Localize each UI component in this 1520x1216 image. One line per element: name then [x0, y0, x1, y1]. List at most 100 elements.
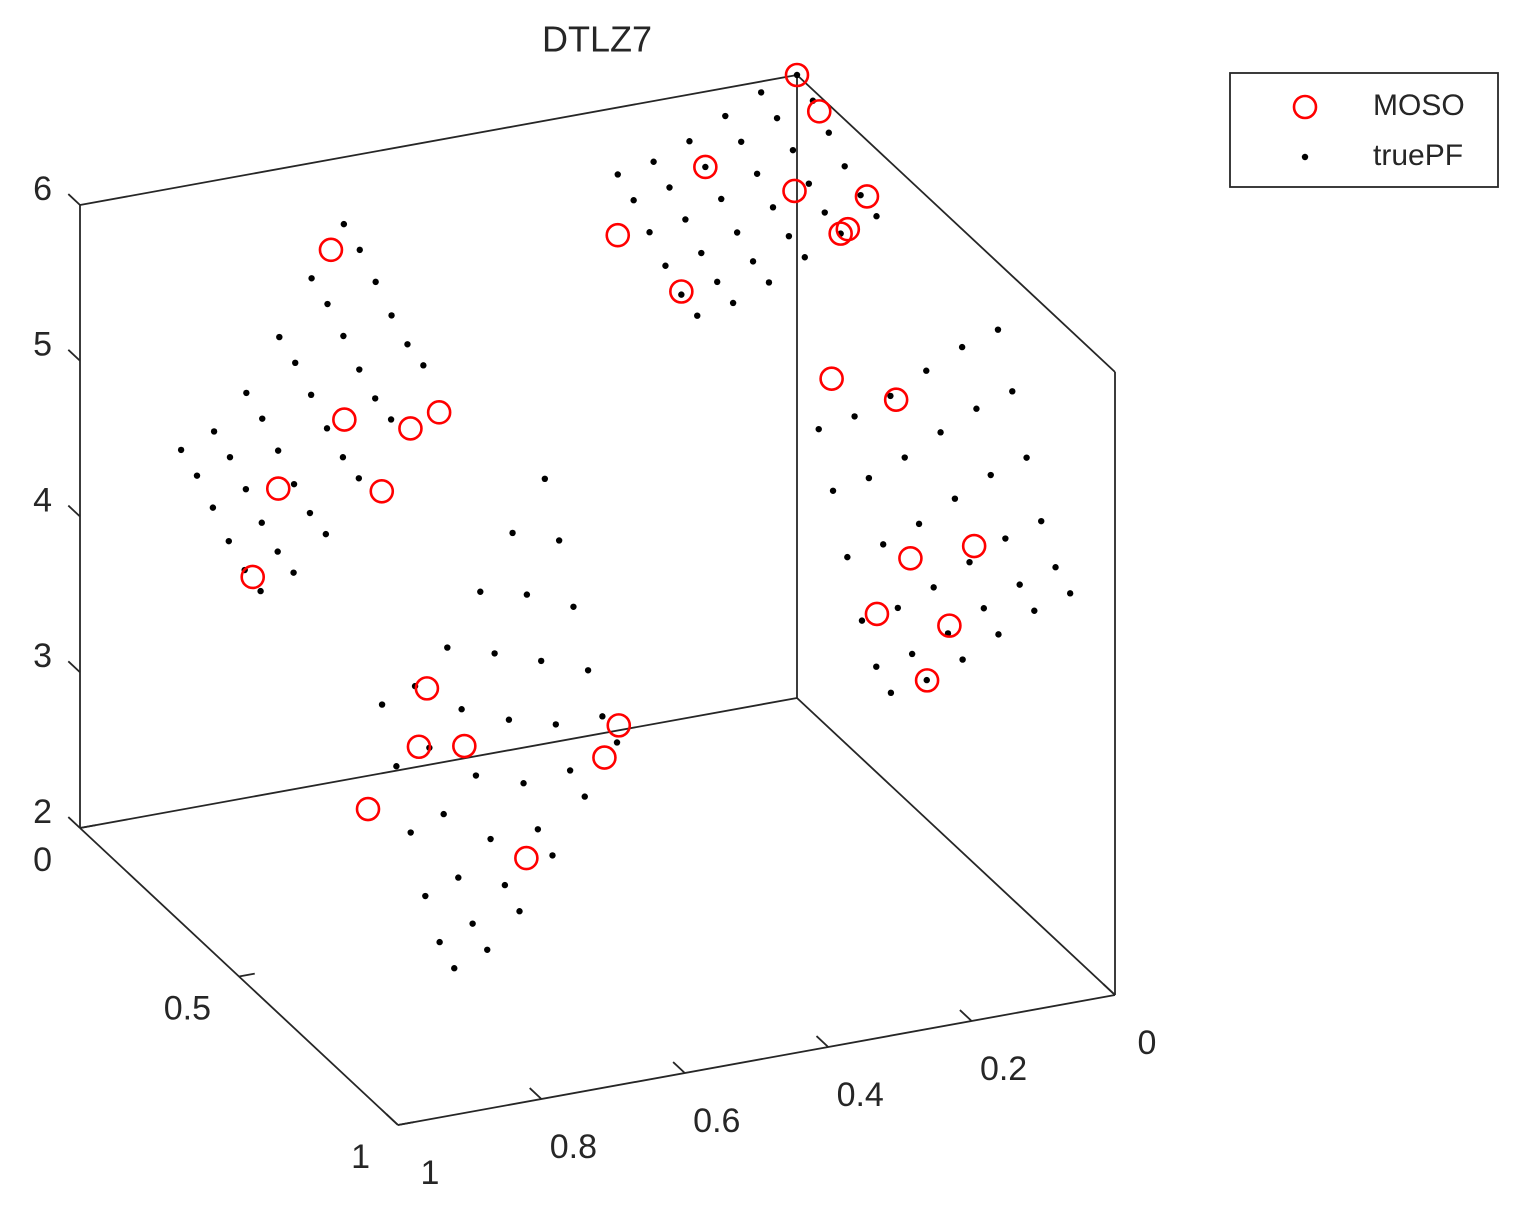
pf-point [785, 232, 793, 240]
pf-point [242, 485, 250, 493]
pf-point [523, 591, 531, 598]
pf-point [225, 537, 232, 545]
chart-title: DTLZ7 [542, 19, 652, 60]
pf-point [793, 71, 801, 79]
pf-point [738, 138, 745, 145]
x-tick [1102, 983, 1116, 996]
solution-point [937, 613, 962, 638]
pf-point [378, 701, 386, 708]
pf-point [458, 706, 465, 713]
pf-point [958, 343, 966, 351]
solution-point [414, 676, 440, 701]
pf-point [994, 326, 1002, 333]
legend-label: MOSO [1373, 89, 1465, 122]
solution-point [693, 154, 718, 180]
pf-point [765, 279, 773, 286]
pf-point [226, 454, 234, 461]
x-tick-label: 0.2 [980, 1050, 1027, 1088]
y-tick [397, 1121, 414, 1126]
pf-point [714, 278, 721, 286]
pf-point [959, 656, 966, 663]
solution-point [426, 400, 452, 425]
pf-point [879, 541, 887, 548]
pf-point [966, 558, 973, 566]
pf-point [733, 229, 741, 236]
x-tick-label: 0.4 [837, 1076, 884, 1114]
pf-point [555, 537, 563, 544]
pf-point [477, 588, 484, 595]
pf-point [662, 262, 669, 269]
pf-point [356, 246, 363, 254]
legend-box [1229, 72, 1499, 188]
z-tick [67, 193, 81, 206]
pf-point [290, 480, 298, 488]
pf-point [520, 780, 527, 787]
solution-point [864, 601, 890, 627]
axis-edge [79, 74, 798, 206]
pf-point [887, 689, 895, 697]
pf-point [686, 138, 693, 145]
axis-edge [397, 994, 1116, 1126]
pf-point [1066, 590, 1074, 597]
pf-point [1038, 517, 1045, 525]
pf-point [440, 810, 447, 818]
solution-point [914, 668, 940, 693]
solution-point [592, 745, 617, 770]
pf-point [552, 721, 560, 728]
pf-point [491, 650, 498, 657]
solution-point [883, 387, 909, 412]
pf-point [789, 146, 797, 154]
pf-point [323, 425, 331, 432]
y-tick-label: 1 [351, 1138, 370, 1176]
y-tick [238, 972, 255, 978]
pf-point [987, 471, 994, 479]
pf-point [257, 587, 264, 595]
x-tick-label: 0.6 [693, 1102, 740, 1140]
pf-point [1023, 454, 1030, 461]
pf-point [858, 617, 866, 624]
pf-point [749, 258, 757, 265]
pf-point [339, 454, 347, 461]
pf-point [678, 291, 685, 298]
pf-point [829, 487, 837, 494]
pf-point [901, 454, 908, 461]
pf-point [541, 475, 549, 483]
x-tick-label: 0 [1138, 1024, 1157, 1062]
pf-point [1031, 607, 1038, 614]
solution-point [819, 366, 844, 391]
pf-point [682, 216, 689, 223]
ticks: 0 0.2 0.4 0.6 0.8 1 0 0.5 1 2 3 4 5 6 [33, 170, 1156, 1192]
pf-point [388, 312, 395, 319]
pf-point [355, 475, 363, 482]
y-tick-label: 0 [33, 841, 52, 879]
z-tick [67, 816, 81, 829]
pf-point [581, 793, 588, 800]
pf-point [451, 965, 458, 972]
pf-point [444, 644, 451, 651]
pf-point [509, 529, 516, 537]
pf-point [243, 389, 250, 397]
solution-point [854, 184, 880, 209]
pf-point [801, 254, 808, 261]
solution-point [835, 216, 861, 242]
pf-point [308, 275, 315, 282]
pf-point [274, 548, 281, 555]
solution-point [961, 533, 987, 559]
solution-point [806, 99, 832, 124]
legend-marker [1292, 94, 1318, 120]
pf-point [821, 209, 828, 216]
pf-point [570, 603, 577, 610]
pf-point [757, 89, 765, 96]
pf-point [472, 772, 480, 779]
pf-point [630, 197, 637, 204]
axis-edge [796, 697, 1116, 996]
pf-point [613, 739, 621, 746]
z-tick-label: 5 [33, 326, 52, 364]
pf-point [995, 631, 1002, 638]
pf-point [951, 495, 959, 502]
solution-point [332, 407, 357, 432]
pf-point [549, 852, 556, 859]
pf-point [650, 158, 657, 165]
z-tick-label: 6 [33, 170, 52, 208]
